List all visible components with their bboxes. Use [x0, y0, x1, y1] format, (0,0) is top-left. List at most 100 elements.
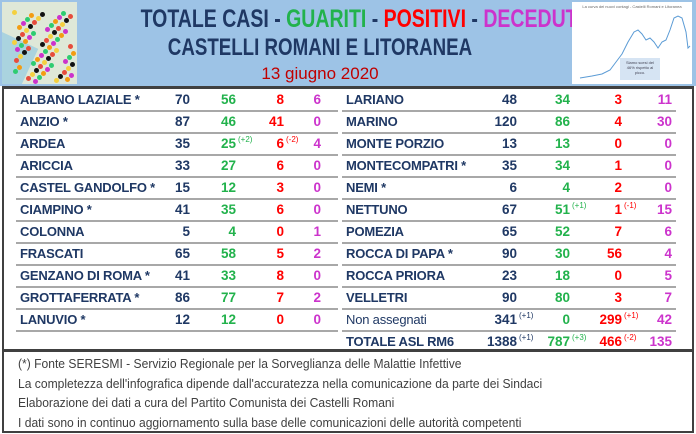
- total-cases: 65: [501, 224, 517, 239]
- municipality-name: ROCCA DI PAPA *: [346, 246, 453, 261]
- map-marker: [61, 11, 66, 16]
- footer-note: I dati sono in continuo aggiornamento su…: [18, 414, 522, 430]
- recovered: 12: [220, 180, 236, 195]
- map-marker: [59, 33, 64, 38]
- recovered: 787: [547, 334, 570, 349]
- positive: 466: [599, 334, 622, 349]
- table-row: ROCCA PRIORA 23 18 0 5: [342, 266, 676, 288]
- map-marker: [54, 48, 59, 53]
- map-marker: [33, 79, 38, 84]
- map-marker: [64, 18, 69, 23]
- recovered: 27: [220, 158, 236, 173]
- total-cases: 12: [174, 312, 190, 327]
- map-marker: [25, 17, 30, 22]
- total-cases: 67: [501, 202, 517, 217]
- municipality-name: MARINO: [346, 114, 398, 129]
- map-marker: [13, 69, 18, 74]
- positive: 1: [614, 158, 622, 173]
- positive: 4: [614, 114, 622, 129]
- total-cases: 341: [494, 312, 517, 327]
- deceased: 0: [313, 268, 321, 283]
- header: TOTALE CASI - GUARITI - POSITIVI - DECED…: [0, 0, 696, 86]
- map-marker: [36, 16, 41, 21]
- deceased: 135: [649, 334, 672, 349]
- map-marker: [22, 50, 27, 55]
- total-cases: 5: [182, 224, 190, 239]
- map-marker: [21, 21, 26, 26]
- map-marker: [40, 42, 45, 47]
- map-marker: [31, 61, 36, 66]
- table-row: POMEZIA 65 52 7 6: [342, 222, 676, 244]
- title-part: DECEDUTI: [483, 5, 584, 33]
- recovered: 34: [554, 92, 570, 107]
- map-marker: [52, 30, 57, 35]
- positive: 3: [276, 180, 284, 195]
- municipality-name: MONTE PORZIO: [346, 136, 444, 151]
- total-cases: 90: [501, 246, 517, 261]
- positive: 8: [276, 268, 284, 283]
- map-marker: [49, 63, 54, 68]
- map-marker: [49, 23, 54, 28]
- map-marker: [19, 43, 24, 48]
- map-marker: [27, 35, 32, 40]
- municipality-name: ARDEA: [20, 136, 66, 151]
- map-marker: [16, 36, 21, 41]
- map-marker: [68, 14, 73, 19]
- map-marker: [66, 66, 71, 71]
- map-thumbnail: [2, 2, 77, 84]
- footer-note: La completezza dell'infografica dipende …: [18, 375, 543, 391]
- positive: 6: [276, 158, 284, 173]
- deceased: 0: [313, 158, 321, 173]
- title-part: GUARITI: [286, 5, 367, 33]
- recovered: 13: [554, 136, 570, 151]
- deceased: 0: [664, 136, 672, 151]
- table-row: ROCCA DI PAPA * 90 30 56 4: [342, 244, 676, 266]
- municipality-name: FRASCATI: [20, 246, 84, 261]
- map-marker: [71, 51, 76, 56]
- deceased: 30: [656, 114, 672, 129]
- table-row: VELLETRI 90 80 3 7: [342, 288, 676, 310]
- map-marker: [41, 71, 46, 76]
- positive: 7: [614, 224, 622, 239]
- recovered: 25: [220, 136, 236, 151]
- municipality-name: TOTALE ASL RM6: [346, 334, 454, 349]
- recovered: 18: [554, 268, 570, 283]
- recovered: 35: [220, 202, 236, 217]
- total-cases: 41: [174, 268, 190, 283]
- map-marker: [58, 74, 63, 79]
- map-marker: [34, 68, 39, 73]
- page-title: TOTALE CASI - GUARITI - POSITIVI - DECED…: [141, 5, 583, 34]
- map-marker: [24, 28, 29, 33]
- map-marker: [55, 37, 60, 42]
- footer-note: Elaborazione dei dati a cura del Partito…: [18, 395, 395, 410]
- positive: 0: [614, 136, 622, 151]
- deceased: 6: [313, 92, 321, 107]
- report-date: 13 giugno 2020: [261, 64, 379, 83]
- map-marker: [30, 72, 35, 77]
- deceased: 0: [664, 158, 672, 173]
- total-cases: 13: [501, 136, 517, 151]
- map-marker: [63, 59, 68, 64]
- municipality-name: Non assegnati: [346, 312, 427, 327]
- table-row: CASTEL GANDOLFO * 15 12 3 0: [16, 178, 338, 200]
- positive: 2: [614, 180, 622, 195]
- map-marker: [29, 13, 34, 18]
- map-marker: [15, 47, 20, 52]
- table-row: LARIANO 48 34 3 11: [342, 90, 676, 112]
- map-marker: [67, 55, 72, 60]
- municipality-name: LANUVIO *: [20, 312, 86, 327]
- recovered-delta: (+1): [572, 201, 587, 210]
- table-row: GROTTAFERRATA * 86 77 7 2: [16, 288, 338, 310]
- total-cases: 48: [501, 92, 517, 107]
- recovered: 58: [220, 246, 236, 261]
- deceased: 0: [313, 312, 321, 327]
- total-cases: 1388: [486, 334, 517, 349]
- deceased: 0: [664, 180, 672, 195]
- deceased: 4: [664, 246, 672, 261]
- recovered-delta: (+2): [238, 135, 253, 144]
- positive: 1: [614, 202, 622, 217]
- total-cases: 90: [501, 290, 517, 305]
- table-row: LANUVIO * 12 12 0 0: [16, 310, 338, 332]
- deceased: 0: [313, 202, 321, 217]
- table-row: Non assegnati 341 (+1) 0 299 (+1) 42: [342, 310, 676, 332]
